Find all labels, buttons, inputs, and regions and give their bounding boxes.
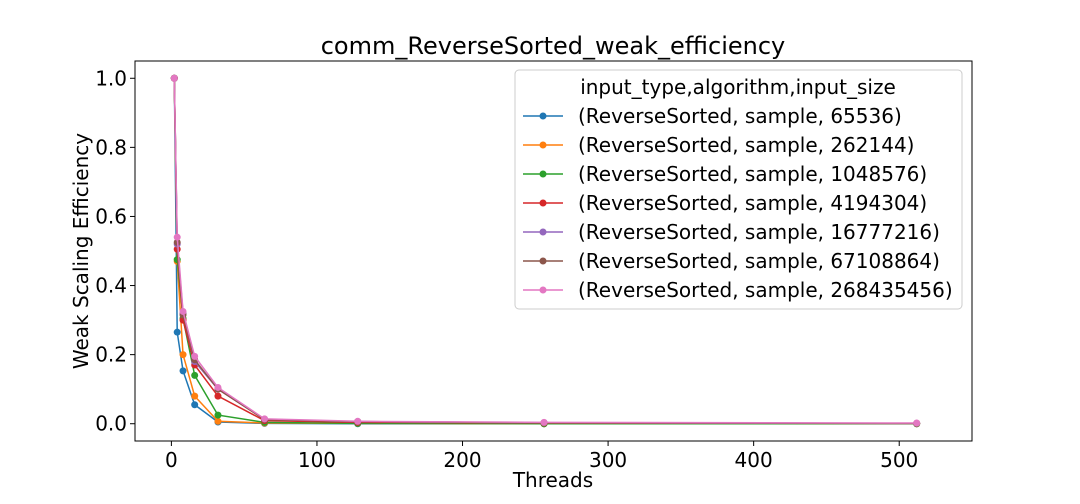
- legend-label: (ReverseSorted, sample, 65536): [578, 104, 902, 128]
- legend-entry: (ReverseSorted, sample, 268435456): [523, 278, 953, 302]
- data-point: [261, 415, 269, 423]
- x-tick-label: 100: [298, 448, 336, 472]
- data-point: [913, 419, 921, 427]
- legend-label: (ReverseSorted, sample, 268435456): [578, 278, 953, 302]
- y-tick-label: 0.2: [95, 343, 127, 367]
- legend-entry: (ReverseSorted, sample, 16777216): [523, 220, 940, 244]
- data-point: [214, 392, 222, 400]
- data-point: [214, 417, 222, 425]
- data-point: [191, 392, 199, 400]
- data-point: [179, 307, 187, 315]
- legend-marker: [539, 141, 547, 149]
- legend-marker: [539, 170, 547, 178]
- y-tick-label: 0.8: [95, 135, 127, 159]
- data-point: [191, 401, 199, 409]
- legend-marker: [539, 199, 547, 207]
- y-axis-ticks: 0.0 0.2 0.4 0.6 0.8 1.0: [95, 66, 135, 436]
- legend-label: (ReverseSorted, sample, 16777216): [578, 220, 940, 244]
- data-point: [191, 352, 199, 360]
- chart-title: comm_ReverseSorted_weak_efficiency: [321, 32, 786, 60]
- y-axis-label: Weak Scaling Efficiency: [69, 133, 93, 369]
- data-point: [173, 233, 181, 241]
- series-7: [170, 74, 921, 427]
- y-tick-label: 0.0: [95, 412, 127, 436]
- legend-entry: (ReverseSorted, sample, 1048576): [523, 162, 927, 186]
- legend-label: (ReverseSorted, sample, 1048576): [578, 162, 927, 186]
- data-point: [214, 383, 222, 391]
- data-point: [214, 411, 222, 419]
- legend-title: input_type,algorithm,input_size: [580, 75, 896, 99]
- x-tick-label: 300: [589, 448, 627, 472]
- legend-entry: (ReverseSorted, sample, 67108864): [523, 249, 940, 273]
- y-tick-label: 0.4: [95, 274, 127, 298]
- y-tick-label: 1.0: [95, 66, 127, 90]
- x-tick-label: 500: [880, 448, 918, 472]
- legend-label: (ReverseSorted, sample, 67108864): [578, 249, 940, 273]
- legend-marker: [539, 286, 547, 294]
- legend-box: [514, 69, 963, 310]
- x-tick-label: 400: [735, 448, 773, 472]
- data-point: [540, 418, 548, 426]
- plot-frame: [134, 60, 973, 442]
- data-point: [179, 367, 187, 375]
- x-axis-ticks: 0 100 200 300 400 500: [165, 441, 918, 472]
- legend-label: (ReverseSorted, sample, 262144): [578, 133, 914, 157]
- legend-entry: (ReverseSorted, sample, 4194304): [523, 191, 927, 215]
- legend-entries: (ReverseSorted, sample, 65536) (ReverseSo…: [523, 104, 953, 302]
- legend-entry: (ReverseSorted, sample, 65536): [523, 104, 902, 128]
- x-axis-label: Threads: [512, 468, 593, 492]
- y-tick-label: 0.6: [95, 204, 127, 228]
- legend-marker: [539, 228, 547, 236]
- data-point: [170, 74, 178, 82]
- data-point: [179, 351, 187, 359]
- legend-entry: (ReverseSorted, sample, 262144): [523, 133, 914, 157]
- data-point: [191, 371, 199, 379]
- legend-label: (ReverseSorted, sample, 4194304): [578, 191, 927, 215]
- legend: input_type,algorithm,input_size (Reverse…: [514, 69, 963, 310]
- series-layer: [170, 74, 921, 428]
- plot-area-border: [134, 60, 973, 442]
- x-tick-label: 200: [443, 448, 481, 472]
- data-point: [354, 417, 362, 425]
- legend-marker: [539, 112, 547, 120]
- x-tick-label: 0: [165, 448, 178, 472]
- legend-marker: [539, 257, 547, 265]
- data-point: [173, 328, 181, 336]
